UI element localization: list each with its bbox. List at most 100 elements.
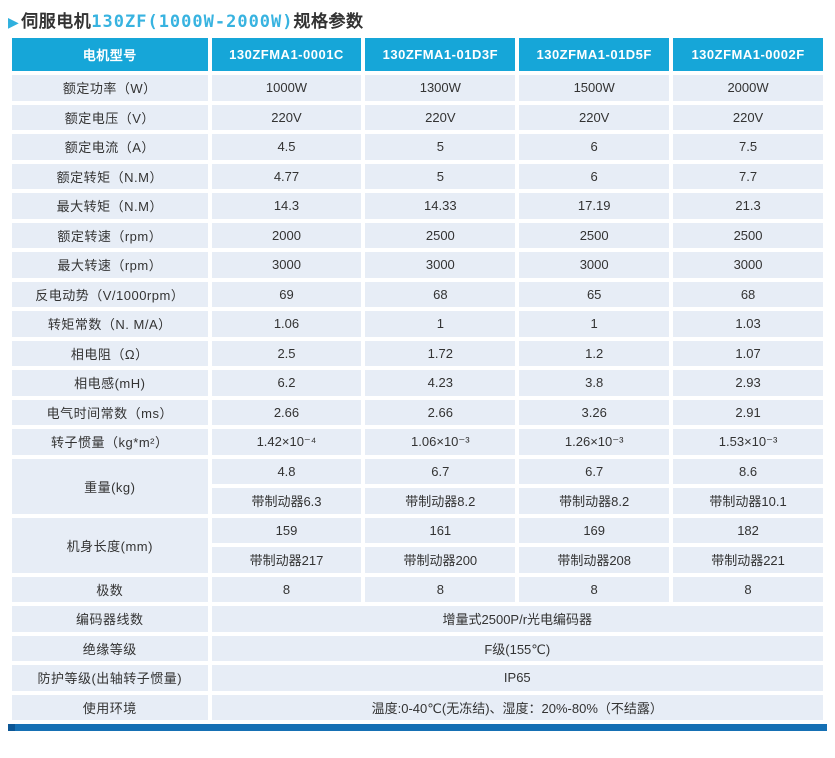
- header-row: 电机型号 130ZFMA1-0001C 130ZFMA1-01D3F 130ZF…: [12, 38, 823, 71]
- cell: 带制动器200: [365, 547, 516, 573]
- row-label-length: 机身长度(mm): [12, 517, 208, 573]
- triangle-arrow-icon: ▶: [8, 14, 20, 30]
- row-label: 转矩常数（N. M/A）: [12, 311, 208, 337]
- cell: 169: [519, 517, 670, 543]
- cell: 2.91: [673, 399, 823, 425]
- cell: 2.93: [673, 370, 823, 396]
- cell: 1.26×10⁻³: [519, 429, 670, 455]
- cell: 带制动器217: [211, 547, 362, 573]
- cell: 220V: [519, 104, 670, 130]
- cell: 159: [211, 517, 362, 543]
- table-row: 额定转矩（N.M） 4.77 5 6 7.7: [12, 163, 823, 189]
- bottom-accent-bar: [8, 724, 827, 731]
- column-header-3: 130ZFMA1-01D5F: [519, 38, 670, 71]
- spec-table: 电机型号 130ZFMA1-0001C 130ZFMA1-01D3F 130ZF…: [8, 34, 827, 724]
- table-row-weight-2: 带制动器6.3 带制动器8.2 带制动器8.2 带制动器10.1: [12, 488, 823, 514]
- cell: 14.3: [211, 193, 362, 219]
- cell: 6: [519, 163, 670, 189]
- cell: 1.72: [365, 340, 516, 366]
- row-label: 绝缘等级: [12, 635, 208, 661]
- row-label: 最大转矩（N.M）: [12, 193, 208, 219]
- cell: 带制动器221: [673, 547, 823, 573]
- cell: 8: [365, 576, 516, 602]
- table-row: 反电动势（V/1000rpm） 69 68 65 68: [12, 281, 823, 307]
- table-row: 额定电压（V） 220V 220V 220V 220V: [12, 104, 823, 130]
- cell: 带制动器208: [519, 547, 670, 573]
- row-label: 额定电压（V）: [12, 104, 208, 130]
- cell: 8: [519, 576, 670, 602]
- cell: 3000: [673, 252, 823, 278]
- table-row: 额定转速（rpm） 2000 2500 2500 2500: [12, 222, 823, 248]
- row-label: 使用环境: [12, 694, 208, 720]
- title-prefix: 伺服电机: [21, 12, 92, 31]
- cell: 带制动器6.3: [211, 488, 362, 514]
- cell: 2000W: [673, 75, 823, 101]
- cell: 220V: [365, 104, 516, 130]
- cell: 68: [673, 281, 823, 307]
- cell: 5: [365, 163, 516, 189]
- row-label: 转子惯量（kg*m²）: [12, 429, 208, 455]
- cell: 21.3: [673, 193, 823, 219]
- cell: 3000: [211, 252, 362, 278]
- cell: 7.5: [673, 134, 823, 160]
- table-row: 转子惯量（kg*m²） 1.42×10⁻⁴ 1.06×10⁻³ 1.26×10⁻…: [12, 429, 823, 455]
- table-row: 最大转速（rpm） 3000 3000 3000 3000: [12, 252, 823, 278]
- title-model-range: 130ZF(1000W-2000W): [91, 12, 294, 32]
- table-row: 转矩常数（N. M/A） 1.06 1 1 1.03: [12, 311, 823, 337]
- table-row-weight-1: 重量(kg) 4.8 6.7 6.7 8.6: [12, 458, 823, 514]
- cell: 6.2: [211, 370, 362, 396]
- table-row-environment: 使用环境 温度:0-40℃(无冻结)、湿度：20%-80%（不结露）: [12, 694, 823, 720]
- table-row: 相电感(mH) 6.2 4.23 3.8 2.93: [12, 370, 823, 396]
- table-row: 相电阻（Ω） 2.5 1.72 1.2 1.07: [12, 340, 823, 366]
- cell: 1.2: [519, 340, 670, 366]
- row-label: 反电动势（V/1000rpm）: [12, 281, 208, 307]
- row-label: 极数: [12, 576, 208, 602]
- table-row-encoder: 编码器线数 增量式2500P/r光电编码器: [12, 606, 823, 632]
- cell: 8.6: [673, 458, 823, 484]
- cell: 220V: [673, 104, 823, 130]
- cell: 1.42×10⁻⁴: [211, 429, 362, 455]
- table-row: 电气时间常数（ms） 2.66 2.66 3.26 2.91: [12, 399, 823, 425]
- cell: 8: [673, 576, 823, 602]
- table-row: 最大转矩（N.M） 14.3 14.33 17.19 21.3: [12, 193, 823, 219]
- table-row-length-1: 机身长度(mm) 159 161 169 182: [12, 517, 823, 573]
- cell: 6.7: [365, 458, 516, 484]
- cell-span: F级(155℃): [211, 635, 823, 661]
- row-label: 额定功率（W）: [12, 75, 208, 101]
- cell: 带制动器10.1: [673, 488, 823, 514]
- table-row: 额定电流（A） 4.5 5 6 7.5: [12, 134, 823, 160]
- cell: 2.66: [211, 399, 362, 425]
- cell: 6: [519, 134, 670, 160]
- cell: 4.77: [211, 163, 362, 189]
- cell: 2000: [211, 222, 362, 248]
- row-label: 防护等级(出轴转子惯量): [12, 665, 208, 691]
- cell: 1000W: [211, 75, 362, 101]
- row-label: 电气时间常数（ms）: [12, 399, 208, 425]
- cell: 1500W: [519, 75, 670, 101]
- cell: 3.26: [519, 399, 670, 425]
- cell: 65: [519, 281, 670, 307]
- cell: 1.06: [211, 311, 362, 337]
- cell-span: IP65: [211, 665, 823, 691]
- table-row-insulation: 绝缘等级 F级(155℃): [12, 635, 823, 661]
- row-label: 额定电流（A）: [12, 134, 208, 160]
- cell: 1.53×10⁻³: [673, 429, 823, 455]
- cell: 8: [211, 576, 362, 602]
- cell: 1.06×10⁻³: [365, 429, 516, 455]
- row-label: 相电感(mH): [12, 370, 208, 396]
- row-label: 编码器线数: [12, 606, 208, 632]
- row-label: 最大转速（rpm）: [12, 252, 208, 278]
- table-row-poles: 极数 8 8 8 8: [12, 576, 823, 602]
- cell: 3.8: [519, 370, 670, 396]
- title-suffix: 规格参数: [293, 12, 364, 31]
- cell: 2500: [519, 222, 670, 248]
- row-label: 相电阻（Ω）: [12, 340, 208, 366]
- column-header-2: 130ZFMA1-01D3F: [365, 38, 516, 71]
- cell: 1.07: [673, 340, 823, 366]
- cell: 5: [365, 134, 516, 160]
- cell: 161: [365, 517, 516, 543]
- cell-span: 温度:0-40℃(无冻结)、湿度：20%-80%（不结露）: [211, 694, 823, 720]
- table-row: 额定功率（W） 1000W 1300W 1500W 2000W: [12, 75, 823, 101]
- cell: 3000: [365, 252, 516, 278]
- cell: 69: [211, 281, 362, 307]
